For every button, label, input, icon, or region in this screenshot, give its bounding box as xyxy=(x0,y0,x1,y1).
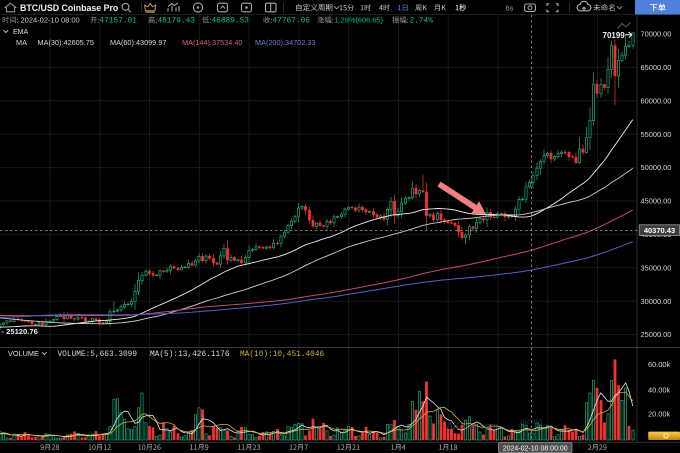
svg-text:6s: 6s xyxy=(506,3,514,12)
svg-text:35000.00: 35000.00 xyxy=(641,263,672,272)
svg-text:EMA: EMA xyxy=(13,29,29,36)
svg-text:48179.43: 48179.43 xyxy=(158,18,196,26)
svg-text:20.00k: 20.00k xyxy=(648,409,670,418)
svg-text:VOLUME:5,663.3099: VOLUME:5,663.3099 xyxy=(58,351,138,359)
svg-text:MA(200):34702.33: MA(200):34702.33 xyxy=(255,38,315,47)
svg-text:2024-02-10 08:00: 2024-02-10 08:00 xyxy=(21,16,80,25)
svg-text:MA(30):42605.75: MA(30):42605.75 xyxy=(38,38,94,47)
svg-text:60000.00: 60000.00 xyxy=(641,96,672,105)
svg-text:47157.01: 47157.01 xyxy=(100,18,138,26)
svg-text:30000.00: 30000.00 xyxy=(641,297,672,306)
svg-text:MA(60):43099.97: MA(60):43099.97 xyxy=(110,38,166,47)
svg-text:50000.00: 50000.00 xyxy=(641,163,672,172)
svg-text:60.00k: 60.00k xyxy=(648,360,670,369)
svg-text:45000.00: 45000.00 xyxy=(641,197,672,206)
svg-text:2024-02-10 08:00:00: 2024-02-10 08:00:00 xyxy=(503,445,568,452)
svg-text:55000.00: 55000.00 xyxy=(641,130,672,139)
svg-text:BTC/USD Coinbase Pro: BTC/USD Coinbase Pro xyxy=(20,3,119,13)
svg-text:MA: MA xyxy=(16,38,27,47)
svg-text:VOLUME: VOLUME xyxy=(8,349,39,358)
svg-text:- 25120.76: - 25120.76 xyxy=(2,327,38,336)
svg-text:40.00k: 40.00k xyxy=(648,385,670,394)
svg-text:25000.00: 25000.00 xyxy=(641,330,672,339)
svg-text:2.74%: 2.74% xyxy=(410,18,434,26)
svg-text:MA(144):37534.40: MA(144):37534.40 xyxy=(182,38,242,47)
svg-text:65000.00: 65000.00 xyxy=(641,63,672,72)
svg-text:MA(10):10,451.4046: MA(10):10,451.4046 xyxy=(240,351,325,359)
svg-text:70000.00: 70000.00 xyxy=(641,30,672,39)
svg-text:1.29%(606.65): 1.29%(606.65) xyxy=(335,16,383,25)
svg-text:40370.43: 40370.43 xyxy=(644,226,675,235)
svg-text:MA(5):13,426.1176: MA(5):13,426.1176 xyxy=(150,351,230,359)
svg-text:47767.06: 47767.06 xyxy=(273,18,311,26)
svg-text:70199: 70199 xyxy=(603,31,626,40)
svg-text:46889.53: 46889.53 xyxy=(212,18,250,26)
svg-text:AiCoin.com: AiCoin.com xyxy=(445,420,498,432)
